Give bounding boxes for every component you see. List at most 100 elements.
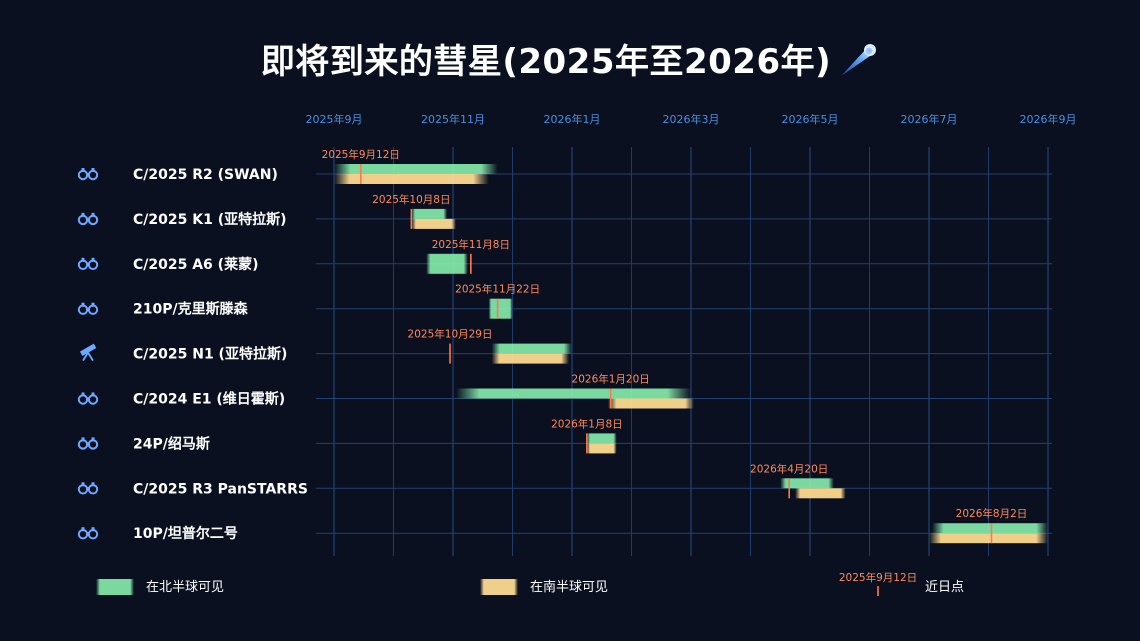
telescope-leg-left bbox=[82, 352, 89, 362]
binoculars-lens-left bbox=[77, 214, 89, 226]
comet-name: 210P/克里斯滕森 bbox=[133, 301, 249, 318]
comet-name: C/2024 E1 (维日霍斯) bbox=[133, 391, 285, 408]
comet-name: C/2025 A6 (莱蒙) bbox=[133, 256, 258, 273]
page-title: 即将到来的彗星(2025年至2026年) bbox=[0, 34, 1140, 89]
binoculars-tube-left bbox=[81, 527, 85, 532]
x-tick-label: 2026年7月 bbox=[901, 112, 958, 126]
binoculars-lens-left bbox=[77, 529, 89, 540]
binoculars-tube-left bbox=[81, 437, 85, 442]
binoculars-bridge bbox=[86, 307, 90, 311]
binoculars-lens-right bbox=[87, 439, 99, 450]
binoculars-lens-right bbox=[87, 484, 99, 495]
comet-name: C/2025 N1 (亚特拉斯) bbox=[133, 346, 287, 363]
binoculars-lens-left bbox=[77, 439, 89, 450]
binoculars-bridge bbox=[86, 217, 90, 221]
binoculars-lens-left bbox=[77, 304, 89, 315]
binoculars-lens-right bbox=[87, 169, 99, 181]
north-visibility-bar bbox=[586, 433, 617, 444]
binoculars-bridge bbox=[86, 487, 90, 490]
north-visibility-bar bbox=[931, 523, 1048, 534]
binoculars-bridge bbox=[86, 173, 90, 176]
binoculars-tube-left bbox=[81, 257, 85, 262]
comet-icon bbox=[837, 38, 879, 89]
south-visibility-bar bbox=[334, 174, 489, 184]
binoculars-tube-left bbox=[81, 392, 85, 397]
telescope-tube bbox=[79, 343, 97, 356]
x-tick-label: 2025年9月 bbox=[306, 112, 363, 126]
south-visibility-bar bbox=[795, 488, 846, 499]
binoculars-lens-right bbox=[87, 259, 99, 270]
comet-name: C/2025 R2 (SWAN) bbox=[133, 167, 278, 183]
binoculars-lens-left bbox=[77, 484, 89, 495]
binoculars-lens-right bbox=[87, 394, 99, 405]
binoculars-tube-right bbox=[91, 257, 95, 262]
visibility-bars: 2025年9月12日 2025年10月8日 2025年11月8日 2025年11月22… bbox=[322, 148, 1048, 544]
comet-row: 2025年10月8日 bbox=[372, 193, 456, 229]
x-tick-label: 2026年5月 bbox=[782, 112, 839, 126]
binoculars-tube-right bbox=[91, 482, 95, 487]
grid bbox=[316, 147, 1052, 556]
binoculars-icon bbox=[77, 392, 99, 405]
x-axis-ticks: 2025年9月 2025年11月 2026年1月 2026年3月 2026年5月 2026… bbox=[306, 112, 1077, 126]
south-visibility-bar bbox=[607, 398, 694, 409]
binoculars-icon bbox=[77, 482, 99, 495]
comet-row: 2026年4月20日 bbox=[750, 462, 846, 499]
perihelion-date-label: 2026年8月2日 bbox=[956, 507, 1028, 520]
binoculars-icon bbox=[77, 302, 99, 315]
perihelion-date-label: 2025年11月8日 bbox=[432, 238, 510, 251]
binoculars-bridge bbox=[86, 532, 90, 535]
perihelion-date-label: 2025年10月29日 bbox=[408, 328, 493, 341]
perihelion-date-label: 2025年9月12日 bbox=[322, 148, 400, 161]
x-tick-label: 2026年3月 bbox=[663, 112, 720, 126]
perihelion-date-label: 2025年10月8日 bbox=[372, 193, 450, 206]
comet-row: 2026年1月20日 bbox=[455, 373, 694, 409]
x-tick-label: 2026年1月 bbox=[544, 112, 601, 126]
south-visibility-bar bbox=[491, 353, 570, 364]
perihelion-date-label: 2025年11月22日 bbox=[455, 283, 540, 296]
comet-name: C/2025 K1 (亚特拉斯) bbox=[133, 211, 287, 228]
north-visibility-bar bbox=[780, 478, 834, 489]
binoculars-tube-left bbox=[81, 168, 85, 172]
row-labels: C/2025 R2 (SWAN) C/2025 K1 (亚特拉斯) C/2025 A… bbox=[77, 167, 308, 542]
perihelion-date-label: 2026年4月20日 bbox=[750, 462, 828, 475]
binoculars-tube-right bbox=[91, 527, 95, 532]
binoculars-icon bbox=[77, 212, 99, 226]
legend-south-label: 在南半球可见 bbox=[530, 579, 608, 595]
x-tick-label: 2025年11月 bbox=[421, 112, 485, 126]
comet-row: 2025年11月8日 bbox=[426, 238, 510, 274]
north-visibility-bar bbox=[455, 388, 691, 399]
binoculars-bridge bbox=[86, 262, 90, 266]
perihelion-date-label: 2026年1月8日 bbox=[551, 417, 623, 430]
comet-row: 2025年11月22日 bbox=[455, 283, 540, 319]
binoculars-lens-left bbox=[77, 169, 89, 181]
binoculars-tube-right bbox=[91, 212, 95, 217]
page-title-text: 即将到来的彗星(2025年至2026年) bbox=[260, 42, 832, 82]
comet-row: 2026年8月2日 bbox=[929, 507, 1048, 544]
perihelion-date-label: 2026年1月20日 bbox=[572, 373, 650, 386]
legend-perihelion-date: 2025年9月12日 bbox=[839, 571, 917, 584]
north-visibility-bar bbox=[491, 343, 572, 354]
telescope-leg-right bbox=[87, 352, 94, 362]
legend-south-swatch bbox=[480, 579, 518, 595]
binoculars-icon bbox=[77, 527, 99, 540]
north-visibility-bar bbox=[488, 298, 513, 319]
legend-perihelion-label: 近日点 bbox=[925, 580, 964, 595]
x-tick-label: 2026年9月 bbox=[1020, 112, 1077, 126]
binoculars-tube-left bbox=[81, 482, 85, 487]
binoculars-icon bbox=[77, 437, 99, 450]
binoculars-icon bbox=[77, 168, 99, 181]
telescope-icon bbox=[79, 343, 97, 362]
legend-north-swatch bbox=[96, 579, 134, 595]
binoculars-bridge bbox=[86, 397, 90, 400]
binoculars-icon bbox=[77, 257, 99, 270]
north-visibility-bar bbox=[411, 208, 448, 219]
binoculars-tube-right bbox=[91, 168, 95, 172]
binoculars-bridge bbox=[86, 442, 90, 445]
binoculars-tube-left bbox=[81, 302, 85, 307]
binoculars-lens-right bbox=[87, 214, 99, 226]
binoculars-lens-right bbox=[87, 304, 99, 315]
legend-north-label: 在北半球可见 bbox=[146, 580, 224, 595]
binoculars-tube-right bbox=[91, 437, 95, 442]
